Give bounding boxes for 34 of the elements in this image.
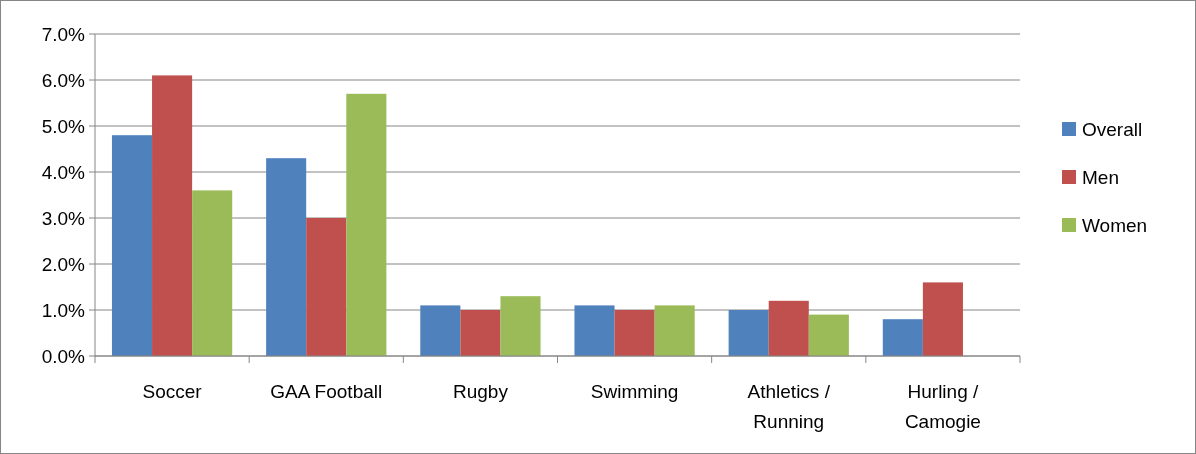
x-tick-label: Hurling / Camogie [904, 381, 981, 432]
bar [420, 305, 461, 356]
y-tick-label: 5.0% [41, 115, 86, 137]
y-tick-label: 1.0% [41, 299, 86, 321]
y-tick-label: 2.0% [41, 253, 86, 275]
x-tick-label: Soccer [142, 381, 203, 402]
bar [460, 310, 501, 356]
x-tick-label: Swimming [590, 381, 679, 402]
bar [654, 305, 695, 356]
bar [306, 218, 347, 356]
bar [192, 190, 233, 356]
bar [808, 314, 849, 356]
legend-label: Overall [1082, 118, 1143, 140]
bar [922, 282, 963, 356]
bar [266, 158, 307, 356]
x-tick-label: Rugby [452, 381, 509, 402]
bar [500, 296, 541, 356]
bar [768, 300, 809, 356]
y-tick-label: 7.0% [41, 23, 86, 45]
bar [574, 305, 615, 356]
bar [346, 93, 387, 356]
bar [728, 310, 769, 356]
bar [152, 75, 193, 356]
x-tick-label: GAA Football [270, 381, 383, 402]
y-tick-label: 0.0% [41, 345, 86, 367]
legend-label: Men [1082, 166, 1119, 188]
x-tick-label: Athletics / Running [747, 381, 831, 432]
legend-label: Women [1082, 214, 1148, 236]
y-tick-label: 4.0% [41, 161, 86, 183]
y-tick-label: 3.0% [41, 207, 86, 229]
bar [111, 135, 153, 356]
bar [882, 319, 923, 356]
y-tick-label: 6.0% [41, 69, 86, 91]
bar [614, 310, 655, 356]
